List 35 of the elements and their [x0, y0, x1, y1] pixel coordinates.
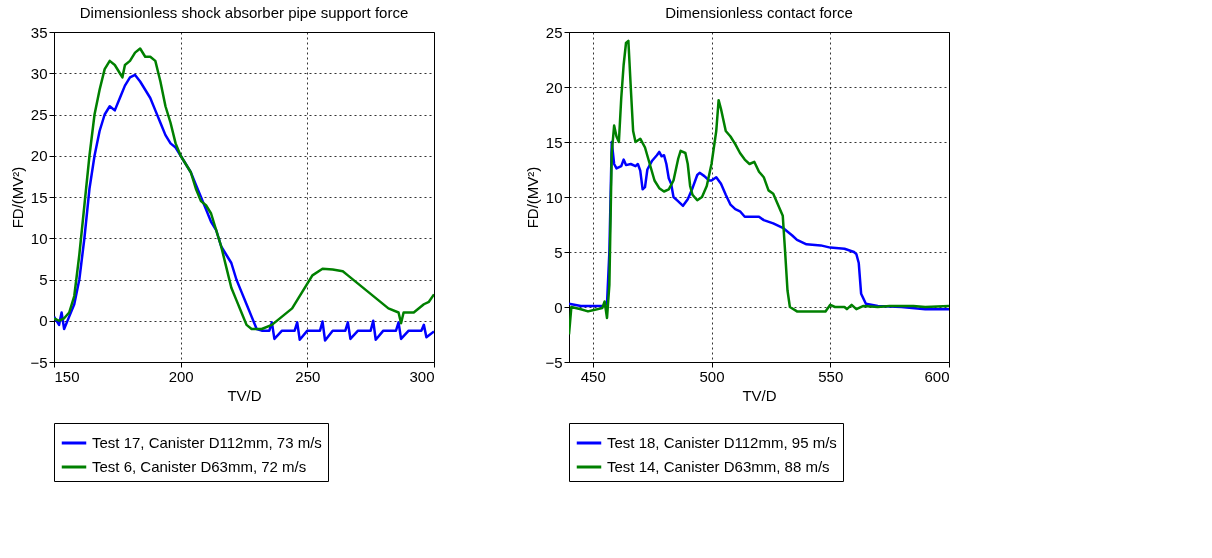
- legend-label: Test 14, Canister D63mm, 88 m/s: [607, 458, 830, 475]
- y-tick-label: 15: [545, 133, 563, 151]
- x-tick-label: 200: [168, 367, 194, 385]
- y-tick-label: 20: [545, 78, 563, 96]
- y-tick-label: 5: [39, 271, 48, 288]
- y-tick-label: 35: [30, 23, 48, 41]
- line-series: [569, 39, 949, 336]
- legend-label: Test 18, Canister D112mm, 95 m/s: [607, 434, 837, 451]
- x-tick-label: 500: [699, 367, 725, 385]
- x-axis-title: TV/D: [742, 386, 777, 404]
- y-tick-label: 30: [30, 64, 48, 82]
- y-tick-label: −5: [30, 353, 48, 371]
- y-tick-label: −5: [545, 353, 563, 371]
- x-tick-label: 300: [409, 367, 435, 385]
- x-tick-label: 250: [295, 367, 321, 385]
- y-tick-label: 0: [554, 298, 563, 316]
- y-axis-title: FD/(MV²): [9, 166, 27, 229]
- legend-label: Test 17, Canister D112mm, 73 m/s: [92, 434, 322, 451]
- y-tick-label: 20: [30, 147, 48, 165]
- x-tick-label: 450: [580, 367, 606, 385]
- y-tick-label: 10: [545, 188, 563, 206]
- y-tick-label: 25: [545, 23, 563, 41]
- y-tick-label: 0: [39, 312, 48, 330]
- y-tick-label: 25: [30, 106, 48, 123]
- x-axis-title: TV/D: [227, 386, 262, 404]
- y-tick-label: 5: [554, 243, 563, 261]
- legend-label: Test 6, Canister D63mm, 72 m/s: [92, 458, 307, 475]
- chart-title: Dimensionless shock absorber pipe support force: [79, 4, 409, 21]
- chart-title: Dimensionless contact force: [665, 4, 853, 21]
- y-tick-label: 10: [30, 229, 48, 247]
- x-tick-label: 150: [54, 367, 80, 385]
- x-tick-label: 550: [818, 367, 844, 385]
- y-axis-title: FD/(MV²): [524, 166, 542, 229]
- y-tick-label: 15: [30, 188, 48, 206]
- x-tick-label: 600: [924, 367, 950, 385]
